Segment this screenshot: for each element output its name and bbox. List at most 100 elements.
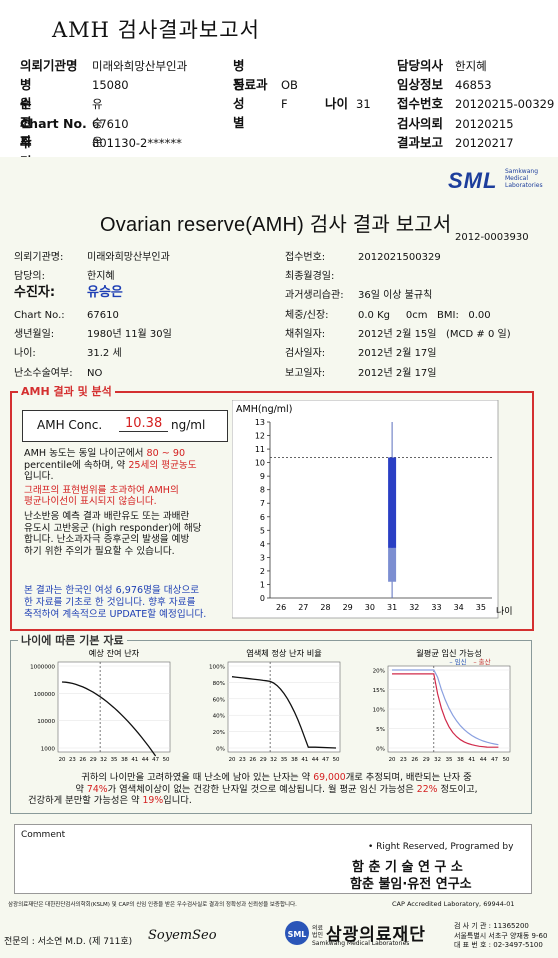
info-value: NO xyxy=(87,368,103,379)
receipt-no-value: 20120215-00329 xyxy=(455,97,555,111)
patient-info-left: 의뢰기관명: 미래와희망산부인과 담당의: 한지혜 수진자: 유승은 Chart… xyxy=(14,245,264,379)
hospital-code-key: 병원코드 xyxy=(20,77,32,149)
y-tick-label: 6 xyxy=(260,513,265,522)
pregnancy-rate: 22% xyxy=(416,783,438,795)
info-value: 36일 이상 불규칙 xyxy=(358,290,433,301)
text-line: 본 결과는 한국인 여성 6,976명을 대상으로 xyxy=(24,585,200,597)
info-value: 한지혜 xyxy=(87,271,115,282)
info-value: 67610 xyxy=(87,310,119,321)
patient-name-key: 수진자 xyxy=(20,96,32,149)
request-date-key: 검사의뢰 xyxy=(397,116,444,131)
x-tick-label: 29 xyxy=(260,757,267,763)
x-tick-label: 47 xyxy=(491,757,498,763)
normal-eggs-chart: 염색체 정상 난자 비율 100% 80% 60% 40% 20% 0% 20 23 26 29 32… xyxy=(209,648,341,763)
text-span: 개로 추정되며, 배란되는 난자 중 xyxy=(345,772,472,783)
research-institute-2: 함춘 불임·유전 연구소 xyxy=(350,877,472,892)
info-key: 검사일자: xyxy=(285,348,326,359)
text-line: 입니다. xyxy=(24,471,54,483)
svg-text:SML: SML xyxy=(288,930,307,939)
contact-info: 검 사 기 관 : 11365200 서울특별시 서초구 양재동 9-60 대 … xyxy=(454,922,547,951)
text-line: 평균나이선이 표시되지 않습니다. xyxy=(24,496,157,508)
age-section-box xyxy=(10,640,532,814)
amh-conc-value: 10.38 xyxy=(119,416,169,432)
info-value: 2012021500329 xyxy=(358,252,441,263)
y-tick-label: 7 xyxy=(260,499,265,508)
x-tick-label: 32 xyxy=(409,603,419,612)
text-span: 정도이고, xyxy=(440,783,478,795)
x-tick-label: 27 xyxy=(298,603,308,612)
equivalent-age: 25세의 평균농도 xyxy=(128,459,197,471)
info-value: 미래와희망산부인과 xyxy=(87,252,170,263)
x-tick-label: 32 xyxy=(100,757,107,763)
legend-birth: – 출산 xyxy=(473,657,490,666)
estimated-eggs: 69,000 xyxy=(313,772,346,783)
legend-pregnancy: – 임신 xyxy=(449,657,466,666)
doctor-key: 담당의사 xyxy=(397,58,444,73)
resident-no-value: 801130-2****** xyxy=(92,136,182,150)
clinical-info-value: 46853 xyxy=(455,78,492,92)
info-key: 과거생리습관: xyxy=(285,290,344,301)
x-tick-label: 38 xyxy=(457,757,464,763)
report-title: Ovarian reserve(AMH) 검사 결과 보고서 xyxy=(100,214,452,236)
percentile-range: 80 ~ 90 xyxy=(146,448,186,459)
age-key: 나이 xyxy=(325,96,349,111)
amh-conc-unit: ng/ml xyxy=(171,418,206,432)
chart-no-key: Chart No. xyxy=(20,116,87,131)
ward-key: 병동 xyxy=(233,58,245,92)
cap-accreditation: CAP Accredited Laboratory, 69944-01 xyxy=(392,900,515,908)
normal-eggs-curve xyxy=(231,676,337,749)
text-line: 한 자료를 기초로 한 것입니다. 향후 자료를 xyxy=(24,596,196,608)
text-line: 축적하여 계속적으로 UPDATE할 예정입니다. xyxy=(24,608,207,620)
y-tick-label: 20% xyxy=(373,669,385,675)
y-tick-label: 11 xyxy=(255,445,265,454)
amh-conc-label: AMH Conc. xyxy=(37,418,103,432)
pregnancy-chart: 월평균 임신 가능성 20% 15% 10% 5% 0% 20 23 26 29 32 35 38 41 4… xyxy=(373,648,511,763)
y-tick-label: 0% xyxy=(376,747,385,753)
patient-name-value: 유승은 xyxy=(92,97,103,149)
text-span: 약 xyxy=(75,783,84,795)
amh-section-label: AMH 결과 및 분석 xyxy=(18,383,115,399)
header-title: AMH 검사결과보고서 xyxy=(52,18,260,42)
normal-ratio: 74% xyxy=(86,783,108,795)
x-tick-label: 41 xyxy=(131,757,138,763)
contact-line: 서울특별시 서초구 양재동 9-60 xyxy=(454,931,548,940)
comment-box[interactable]: Comment xyxy=(14,824,532,894)
hospital-name-key: 의뢰기관명 xyxy=(20,58,78,73)
text-line: 그래프의 표현범위를 초과하여 AMH의 xyxy=(24,484,179,496)
x-tick-label: 26 xyxy=(276,603,286,612)
y-tick-label: 80% xyxy=(213,681,225,687)
birth-curve xyxy=(392,673,499,748)
x-tick-label: 29 xyxy=(423,757,430,763)
y-tick-label: 9 xyxy=(260,472,265,481)
request-date-value: 20120215 xyxy=(455,117,514,131)
plot-area xyxy=(227,661,341,753)
y-tick-label: 10 xyxy=(255,459,265,468)
hospital-name-value: 미래와희망산부인과 xyxy=(92,59,188,73)
x-tick-label: 31 xyxy=(387,603,397,612)
x-tick-label: 41 xyxy=(468,757,475,763)
x-axis-label: 나이 xyxy=(496,606,513,617)
x-tick-label: 23 xyxy=(69,757,76,763)
sml-logo-subtitle: Samkwang Medical Laboratories xyxy=(505,168,543,189)
x-tick-label: 33 xyxy=(431,603,441,612)
y-axis-label: AMH(ng/ml) xyxy=(236,404,292,415)
report-date-value: 20120217 xyxy=(455,136,514,150)
signature-text: SoyemSeo xyxy=(148,928,217,943)
y-tick-label: 4 xyxy=(260,540,265,549)
x-tick-label: 29 xyxy=(90,757,97,763)
y-tick-label: 100000 xyxy=(34,692,56,698)
info-value: 31.2 세 xyxy=(87,348,122,359)
x-tick-label: 44 xyxy=(480,757,487,763)
patient-bar xyxy=(388,457,397,548)
patient-info-right: 접수번호: 2012021500329 최종월경일: 과거생리습관: 36일 이… xyxy=(285,245,550,379)
x-tick-label: 34 xyxy=(454,603,464,612)
y-tick-label: 1 xyxy=(260,580,265,589)
amh-section-box xyxy=(10,391,534,631)
chart-frame xyxy=(232,400,499,619)
x-tick-label: 47 xyxy=(322,757,329,763)
sex-value: F xyxy=(281,97,288,111)
info-value: 2012년 2월 17일 xyxy=(358,368,437,379)
sex-key: 성별 xyxy=(233,96,245,130)
doctor-value: 한지혜 xyxy=(455,59,487,73)
